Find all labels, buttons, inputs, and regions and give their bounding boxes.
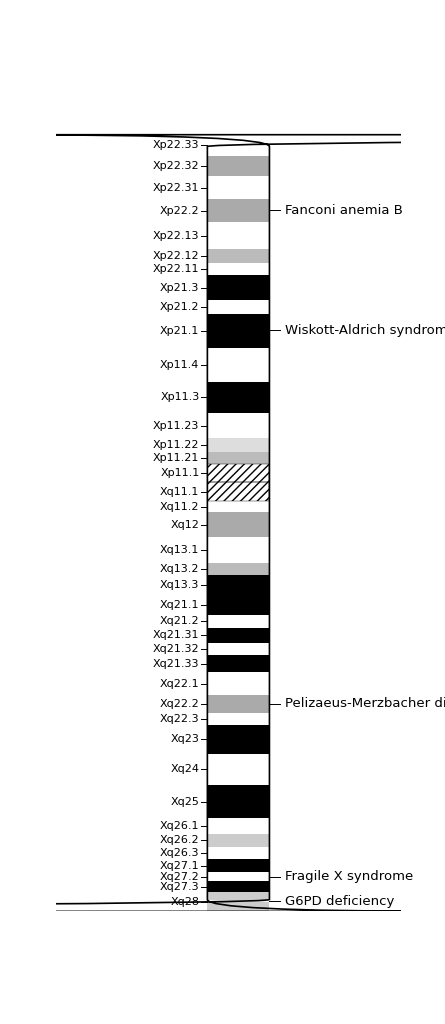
Bar [207, 643, 270, 655]
Bar [207, 614, 270, 628]
Text: Wiskott-Aldrich syndrome: Wiskott-Aldrich syndrome [285, 324, 445, 337]
Bar [207, 594, 270, 614]
Text: Xq22.2: Xq22.2 [160, 699, 199, 709]
Bar [207, 222, 270, 249]
Text: Xq13.1: Xq13.1 [160, 545, 199, 555]
Text: Xq23: Xq23 [170, 734, 199, 744]
Bar [207, 512, 270, 537]
Text: Xq22.1: Xq22.1 [160, 679, 199, 689]
Text: Xq11.2: Xq11.2 [160, 502, 199, 512]
Text: Xq21.32: Xq21.32 [153, 644, 199, 654]
Text: Xp22.12: Xp22.12 [153, 251, 199, 261]
Bar [207, 300, 270, 313]
Text: Xp22.2: Xp22.2 [160, 206, 199, 216]
Text: Xp21.3: Xp21.3 [160, 283, 199, 293]
Bar [207, 347, 270, 382]
Bar [207, 263, 270, 275]
Text: Xp11.23: Xp11.23 [153, 421, 199, 431]
Bar [207, 892, 270, 911]
Text: Xq27.3: Xq27.3 [160, 882, 199, 892]
Text: Xp11.21: Xp11.21 [153, 453, 199, 463]
Text: Fragile X syndrome: Fragile X syndrome [285, 870, 413, 883]
Bar [207, 713, 270, 725]
Text: Xq21.31: Xq21.31 [153, 631, 199, 640]
Bar [207, 502, 270, 512]
Bar [207, 655, 270, 673]
Bar [207, 156, 270, 176]
Bar [207, 859, 270, 872]
Text: Xq13.2: Xq13.2 [160, 564, 199, 574]
Bar [207, 673, 270, 695]
Bar [207, 464, 270, 482]
Text: Xp22.11: Xp22.11 [153, 264, 199, 274]
Bar [207, 754, 270, 785]
Bar [207, 563, 270, 575]
Text: Xq26.2: Xq26.2 [160, 836, 199, 846]
Bar [207, 725, 270, 754]
Text: Xq26.1: Xq26.1 [160, 821, 199, 831]
Text: Pelizaeus-Merzbacher disease: Pelizaeus-Merzbacher disease [285, 697, 445, 711]
Bar [207, 176, 270, 200]
Bar [207, 695, 270, 713]
Text: Xq12: Xq12 [170, 519, 199, 529]
Text: Xp11.3: Xp11.3 [160, 392, 199, 402]
Text: Xp11.4: Xp11.4 [160, 359, 199, 370]
Bar [207, 135, 270, 156]
Bar [207, 313, 270, 347]
Bar [207, 249, 270, 263]
Text: Xp22.32: Xp22.32 [153, 161, 199, 171]
Text: Fanconi anemia B: Fanconi anemia B [285, 204, 403, 217]
Text: Xq28: Xq28 [170, 896, 199, 906]
Bar [207, 537, 270, 563]
Bar [207, 575, 270, 594]
Text: Xq11.1: Xq11.1 [160, 486, 199, 497]
Text: Xq24: Xq24 [170, 765, 199, 774]
Bar [207, 482, 270, 502]
Text: G6PD deficiency: G6PD deficiency [285, 895, 394, 907]
Bar [207, 482, 270, 502]
Bar [207, 847, 270, 859]
Text: Xp11.1: Xp11.1 [160, 468, 199, 478]
Text: Xq25: Xq25 [170, 797, 199, 807]
Bar [207, 785, 270, 818]
Bar [207, 382, 270, 413]
Bar [207, 200, 270, 222]
FancyBboxPatch shape [0, 135, 445, 911]
Text: Xq13.3: Xq13.3 [160, 580, 199, 590]
Bar [207, 628, 270, 643]
Text: Xq21.33: Xq21.33 [153, 658, 199, 669]
Text: Xq26.3: Xq26.3 [160, 848, 199, 858]
Bar [207, 818, 270, 835]
Bar [207, 413, 270, 438]
Bar [207, 882, 270, 892]
Text: Xq27.2: Xq27.2 [160, 871, 199, 882]
Bar [207, 453, 270, 464]
Text: Xq21.2: Xq21.2 [160, 616, 199, 627]
Text: Xp22.13: Xp22.13 [153, 230, 199, 241]
Bar [207, 872, 270, 882]
Text: Xp22.33: Xp22.33 [153, 140, 199, 151]
Text: Xq21.1: Xq21.1 [160, 600, 199, 609]
Text: Xq27.1: Xq27.1 [160, 860, 199, 870]
Text: Xp22.31: Xp22.31 [153, 183, 199, 193]
Bar [207, 464, 270, 482]
Bar [207, 438, 270, 453]
Bar [207, 275, 270, 300]
Text: Xp11.22: Xp11.22 [153, 440, 199, 451]
Text: Xp21.1: Xp21.1 [160, 326, 199, 336]
Text: Xq22.3: Xq22.3 [160, 714, 199, 724]
Text: Xp21.2: Xp21.2 [160, 302, 199, 312]
Bar [207, 835, 270, 847]
